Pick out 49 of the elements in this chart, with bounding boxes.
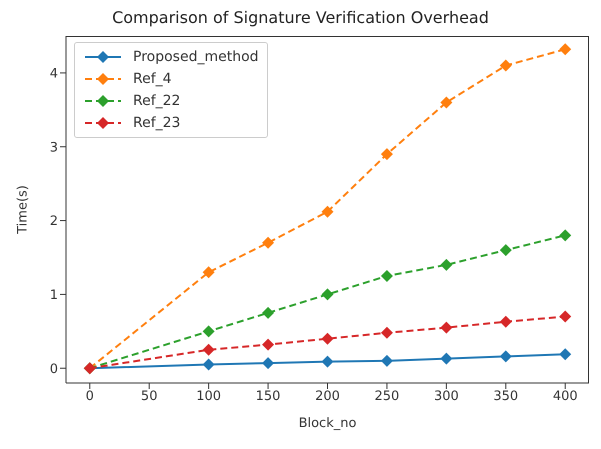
- point: [380, 270, 393, 282]
- point: [202, 344, 215, 356]
- point: [262, 306, 274, 319]
- point: [380, 326, 393, 339]
- x-tick-label: 100: [196, 389, 222, 404]
- y-tick-label: 0: [50, 362, 58, 377]
- point: [380, 148, 393, 160]
- point: [500, 316, 512, 328]
- x-axis-title: Block_no: [298, 416, 356, 431]
- legend-label: Ref_22: [133, 92, 180, 111]
- point: [202, 325, 215, 338]
- point: [440, 96, 452, 108]
- y-tick-label: 4: [50, 66, 58, 82]
- point: [322, 206, 334, 218]
- chart-title: Comparison of Signature Verification Overhead: [111, 8, 490, 29]
- x-tick-label: 350: [493, 389, 518, 404]
- point: [322, 288, 334, 300]
- point: [202, 266, 215, 278]
- point: [440, 322, 452, 334]
- y-tick-label: 1: [50, 288, 58, 304]
- point: [559, 43, 572, 56]
- x-tick-label: 0: [86, 389, 94, 404]
- point: [322, 332, 334, 345]
- point: [500, 60, 512, 72]
- x-tick-label: 50: [140, 389, 158, 404]
- point: [559, 310, 572, 323]
- point: [322, 356, 334, 368]
- point: [500, 244, 512, 256]
- point: [440, 258, 452, 271]
- x-tick-label: 200: [315, 389, 340, 404]
- point: [440, 352, 452, 365]
- point: [202, 358, 215, 371]
- legend-label: Ref_4: [133, 70, 172, 89]
- point: [559, 229, 572, 242]
- legend-label: Proposed_method: [133, 48, 259, 67]
- x-tick-label: 400: [552, 389, 578, 404]
- y-axis-title: Time(s): [16, 185, 31, 235]
- point: [380, 354, 393, 367]
- point: [262, 338, 274, 351]
- y-tick-label: 2: [50, 214, 58, 230]
- point: [559, 348, 572, 360]
- y-tick-label: 3: [50, 140, 58, 156]
- point: [500, 350, 512, 362]
- point: [262, 236, 274, 249]
- x-tick-label: 300: [434, 389, 459, 404]
- x-tick-label: 250: [374, 389, 400, 404]
- legend-label: Ref_23: [133, 114, 180, 133]
- point: [262, 357, 274, 370]
- x-tick-label: 150: [256, 389, 280, 404]
